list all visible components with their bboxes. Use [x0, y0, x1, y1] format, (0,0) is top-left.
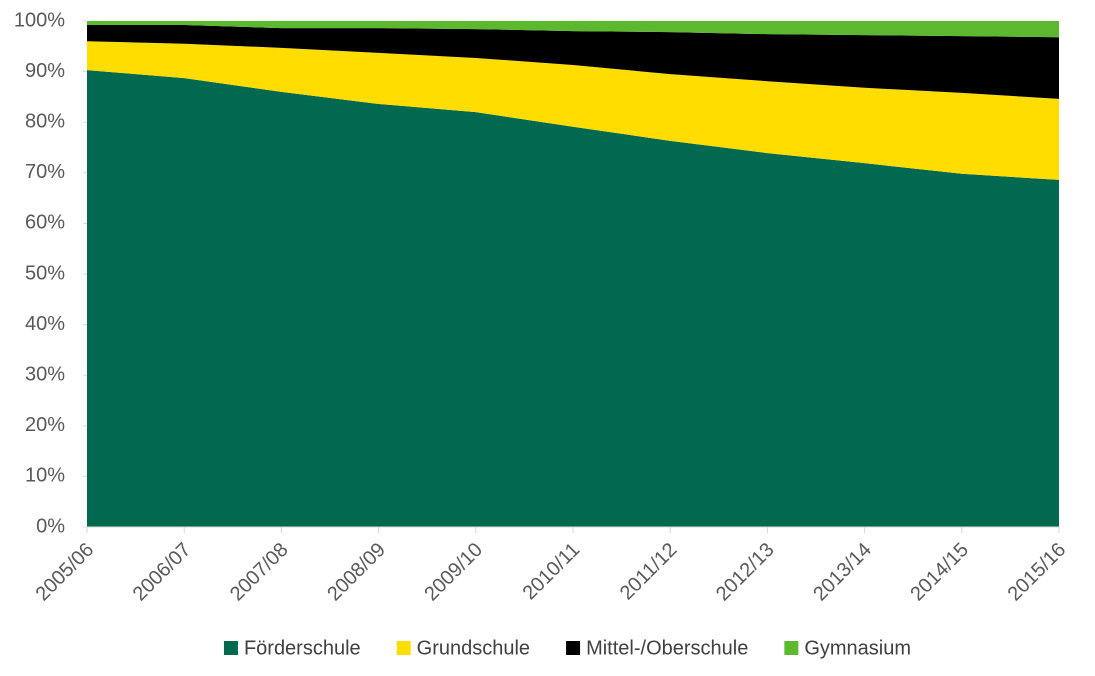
legend-label: Gymnasium	[804, 637, 911, 659]
area	[87, 41, 1059, 180]
y-tick-label: 100%	[14, 9, 65, 31]
legend: Förderschule Grundschule Mittel-/Oberschul…	[223, 637, 911, 659]
y-tick-label: 20%	[25, 414, 65, 436]
legend-swatch	[223, 641, 238, 655]
y-tick-label: 70%	[25, 161, 65, 183]
x-tick-label: 2013/14	[809, 539, 876, 606]
area	[87, 70, 1059, 527]
area	[87, 21, 1059, 38]
legend-label: Grundschule	[417, 637, 530, 659]
y-tick-label: 30%	[25, 363, 65, 385]
x-tick-label: 2014/15	[906, 539, 973, 606]
x-tick-label: 2009/10	[420, 539, 487, 606]
x-tick-label: 2006/07	[129, 539, 196, 606]
legend-label: Mittel-/Oberschule	[586, 637, 748, 659]
x-tick-label: 2010/11	[519, 539, 585, 605]
x-tick-label: 2012/13	[712, 539, 779, 606]
y-tick-label: 50%	[25, 262, 65, 284]
y-tick-label: 80%	[25, 110, 65, 132]
x-tick-label: 2007/08	[226, 539, 293, 606]
legend-swatch	[566, 641, 581, 655]
y-tick-label: 40%	[25, 313, 65, 335]
x-tick-label: 2011/12	[616, 539, 682, 605]
y-tick-label: 0%	[36, 515, 65, 537]
legend-swatch	[396, 641, 411, 655]
y-tick-label: 60%	[25, 212, 65, 234]
area	[87, 25, 1059, 99]
legend-swatch	[784, 641, 799, 655]
legend-label: Förderschule	[244, 637, 361, 659]
x-tick-label: 2008/09	[323, 539, 390, 606]
x-tick-label: 2015/16	[1004, 539, 1071, 606]
x-tick-label: 2005/06	[32, 539, 99, 606]
y-tick-label: 10%	[25, 465, 65, 487]
y-tick-label: 90%	[25, 60, 65, 82]
